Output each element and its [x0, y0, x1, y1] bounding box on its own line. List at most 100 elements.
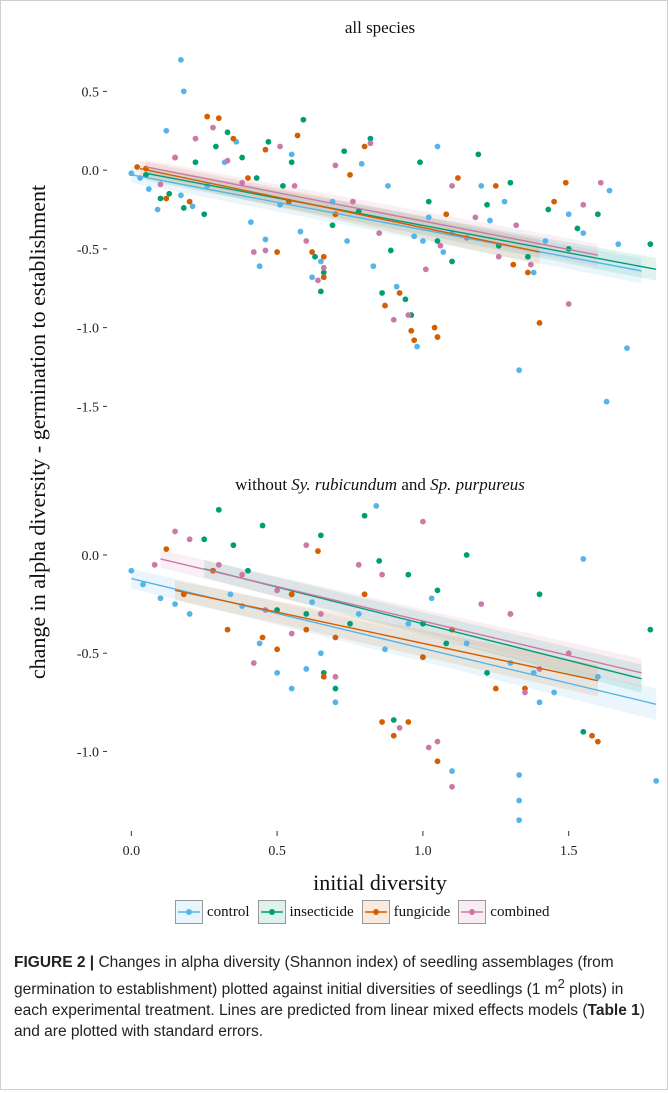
data-point-control — [615, 241, 622, 248]
data-point-insecticide — [574, 225, 581, 232]
data-point-control — [274, 669, 281, 676]
data-point-control — [653, 777, 660, 784]
fit-line-control — [131, 174, 642, 272]
data-point-insecticide — [253, 175, 260, 181]
data-point-control — [449, 768, 455, 774]
y-tick-label: -0.5 — [77, 647, 99, 662]
data-point-combined — [420, 518, 426, 525]
se-ribbon-combined — [145, 159, 598, 267]
data-point-control — [358, 160, 365, 167]
data-point-insecticide — [341, 148, 348, 155]
data-point-control — [317, 258, 324, 265]
data-point-control — [385, 182, 391, 189]
panel-title-bottom-pre: without — [235, 475, 292, 494]
data-point-combined — [472, 214, 479, 221]
data-point-fungicide — [259, 634, 266, 641]
data-point-insecticide — [647, 626, 654, 633]
data-point-control — [172, 601, 178, 608]
data-point-fungicide — [361, 143, 368, 150]
data-point-fungicide — [443, 211, 450, 218]
data-point-fungicide — [215, 115, 222, 122]
data-point-combined — [172, 154, 178, 161]
data-point-combined — [376, 230, 383, 237]
data-point-insecticide — [536, 591, 543, 598]
data-point-combined — [495, 253, 502, 260]
data-point-control — [309, 599, 316, 606]
data-point-control — [542, 238, 549, 244]
data-point-insecticide — [288, 159, 295, 166]
data-point-combined — [396, 724, 403, 731]
data-point-insecticide — [405, 571, 412, 578]
legend-item-insecticide: insecticide — [257, 900, 354, 924]
data-point-combined — [320, 264, 327, 271]
data-point-control — [297, 228, 304, 235]
data-point-insecticide — [180, 205, 187, 211]
data-point-fungicide — [186, 198, 193, 205]
data-point-control — [317, 650, 324, 657]
data-point-combined — [274, 587, 281, 594]
data-point-fungicide — [396, 290, 403, 296]
data-point-control — [177, 56, 184, 63]
data-point-insecticide — [192, 159, 199, 166]
data-point-control — [411, 233, 418, 240]
data-point-control — [580, 230, 587, 237]
data-point-insecticide — [230, 542, 237, 549]
data-point-fungicide — [536, 320, 543, 326]
panel-2: 0.0 -0.5 -1.0 0.0 0.5 1.0 1.5 — [77, 502, 660, 859]
species-name-2: Sp. purpureus — [430, 475, 525, 494]
legend-item-control: control — [175, 900, 250, 924]
data-point-combined — [332, 673, 339, 680]
data-point-combined — [210, 124, 216, 131]
data-point-control — [440, 249, 447, 255]
data-point-insecticide — [332, 685, 339, 692]
y-tick-label: -0.5 — [77, 243, 99, 258]
data-point-insecticide — [367, 135, 374, 142]
x-axis-title: initial diversity — [313, 870, 447, 895]
data-point-combined — [277, 143, 283, 150]
data-point-combined — [507, 611, 514, 617]
data-point-control — [262, 236, 269, 243]
data-point-fungicide — [420, 654, 426, 661]
y-tick-label: 0.0 — [82, 549, 100, 564]
data-point-control — [382, 646, 388, 653]
data-point-insecticide — [303, 611, 310, 617]
data-point-fungicide — [303, 626, 310, 633]
data-point-combined — [597, 179, 604, 186]
legend-dot — [469, 909, 476, 915]
fit-line-combined — [145, 166, 598, 256]
data-point-control — [516, 817, 523, 824]
data-point-fungicide — [224, 626, 231, 633]
caption-superscript: 2 — [557, 976, 565, 991]
data-point-control — [309, 274, 316, 281]
data-point-combined — [355, 561, 362, 568]
data-point-fungicide — [262, 146, 269, 153]
data-point-insecticide — [239, 154, 246, 161]
data-point-fungicide — [274, 646, 281, 653]
data-point-control — [344, 238, 350, 244]
data-point-control — [157, 595, 164, 602]
legend-swatch — [178, 909, 200, 915]
legend-key-insecticide — [257, 900, 286, 924]
data-point-control — [189, 203, 196, 210]
data-point-control — [393, 283, 400, 290]
data-point-control — [140, 581, 146, 588]
data-point-fungicide — [332, 634, 339, 641]
data-point-combined — [425, 744, 432, 751]
data-point-insecticide — [320, 269, 327, 276]
data-point-insecticide — [594, 211, 601, 218]
legend: control insecticide fungicide combined — [175, 900, 557, 924]
legend-label: control — [207, 903, 250, 920]
data-point-fungicide — [510, 261, 517, 268]
data-point-insecticide — [434, 587, 441, 594]
data-point-insecticide — [463, 552, 470, 558]
data-point-insecticide — [425, 198, 432, 205]
data-point-insecticide — [329, 222, 336, 229]
data-point-combined — [239, 179, 246, 186]
data-point-control — [420, 238, 426, 244]
data-point-control — [414, 343, 420, 350]
data-point-combined — [291, 182, 298, 189]
caption-text-1: Changes in alpha diversity (Shannon inde… — [14, 954, 614, 999]
data-point-insecticide — [449, 258, 455, 265]
data-point-fungicide — [163, 546, 170, 553]
